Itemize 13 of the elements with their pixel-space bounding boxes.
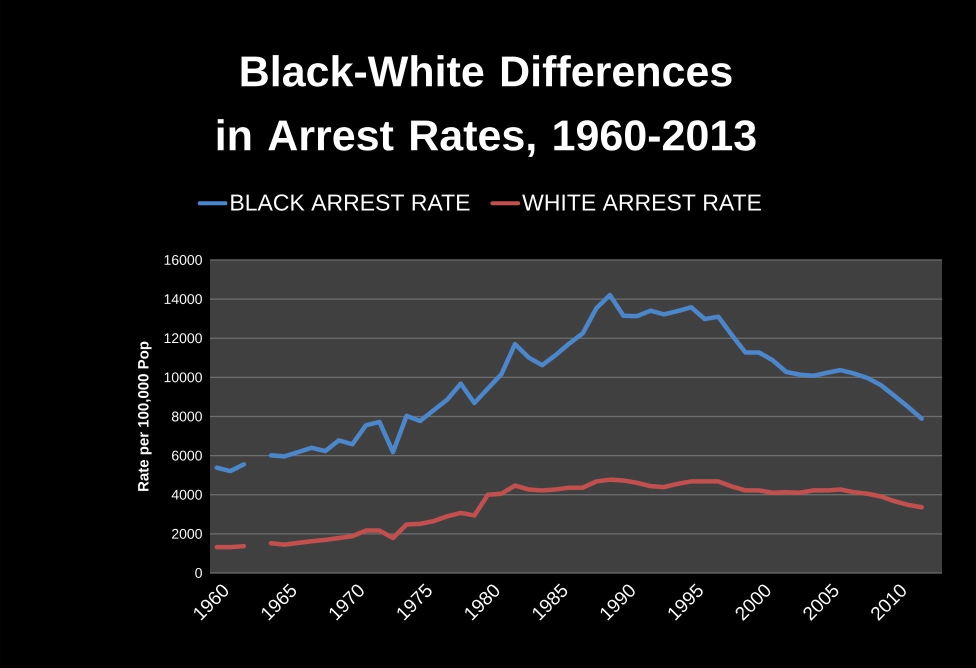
y-tick-label: 10000 [164, 372, 202, 382]
chart-title: Black-White Differences in Arrest Rates, 1960-2013 [218, 55, 756, 157]
y-tick-label: 16000 [164, 255, 202, 265]
y-tick-label: 4000 [172, 490, 202, 500]
y-tick-label: 14000 [164, 294, 202, 304]
y-tick-label: 6000 [172, 450, 202, 461]
y-tick-label: 2000 [172, 528, 202, 539]
legend-label: BLACK ARREST RATE [231, 194, 470, 211]
legend-label: WHITE ARREST RATE [522, 194, 761, 211]
y-axis-title: Rate per 100,000 Pop [138, 342, 152, 491]
y-tick-label: 12000 [164, 333, 202, 344]
y-tick-label: 0 [195, 568, 202, 578]
y-tick-label: 8000 [172, 412, 202, 422]
